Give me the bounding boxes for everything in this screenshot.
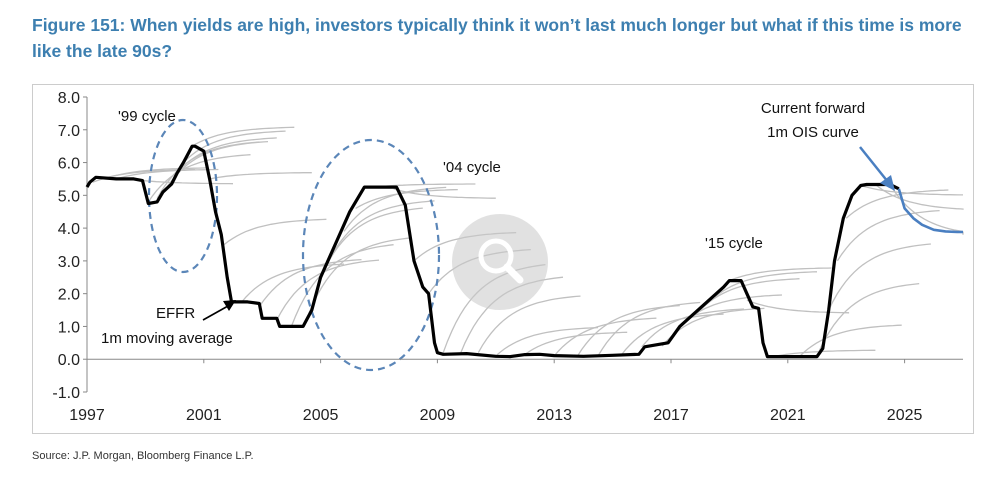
axes-group: -1.0 0.0 1.0 2.0 3.0 4.0 5.0 6.0 7.0 8.0 1997 2001 2… <box>52 90 963 424</box>
ois-arrow <box>859 146 895 191</box>
y-tick-label: 3.0 <box>58 254 80 271</box>
annotations-group: '99 cycle '04 cycle '15 cycle EFFR 1m mo… <box>101 100 895 347</box>
forward-curve <box>889 184 964 235</box>
y-tick-label: 5.0 <box>58 188 80 205</box>
magnifier-icon <box>478 238 524 284</box>
forward-curve <box>773 349 876 358</box>
forward-curve <box>828 243 931 311</box>
y-tick-label: 6.0 <box>58 156 80 173</box>
forward-curve <box>860 184 963 196</box>
x-tick-label: 2025 <box>887 407 923 424</box>
figure-title: Figure 151: When yields are high, invest… <box>32 15 962 61</box>
forward-curve <box>130 178 234 185</box>
forward-curve <box>836 209 940 262</box>
forward-curve <box>816 282 920 357</box>
x-tick-label: 2005 <box>303 407 339 424</box>
ois-forward-series-line <box>897 188 963 234</box>
forward-curve <box>209 172 312 180</box>
y-tick-label: 8.0 <box>58 90 80 107</box>
x-tick-label: 1997 <box>69 407 105 424</box>
forward-curve <box>165 140 269 190</box>
x-tick-label: 2001 <box>186 407 222 424</box>
forward-curve <box>696 278 800 314</box>
forward-curve <box>577 304 680 357</box>
forward-curve <box>799 324 902 358</box>
annotation-ois-line1: Current forward <box>761 100 865 117</box>
ellipse-cycle-04 <box>301 138 441 372</box>
forward-curve <box>174 137 277 177</box>
y-tick-label: 7.0 <box>58 123 80 140</box>
forward-curve <box>308 237 412 314</box>
forward-curve <box>875 183 964 210</box>
annotation-effr-line2: 1m moving average <box>101 330 233 347</box>
forward-curve <box>104 167 207 180</box>
forward-curves-group <box>92 126 964 358</box>
main-series-group <box>85 144 963 359</box>
forward-curve <box>495 326 599 357</box>
forward-curve <box>331 200 435 255</box>
x-tick-label: 2009 <box>420 407 456 424</box>
forward-curve <box>223 218 327 246</box>
chart-frame <box>32 84 974 434</box>
y-tick-label: -1.0 <box>52 385 80 402</box>
forward-curve <box>147 154 251 203</box>
forward-curve <box>290 244 394 327</box>
zoom-overlay[interactable] <box>452 214 548 310</box>
annotation-cycle-99: '99 cycle <box>118 108 176 125</box>
annotation-cycle-04: '04 cycle <box>443 159 501 176</box>
annotation-ois-line2: 1m OIS curve <box>767 124 859 141</box>
forward-curve <box>661 307 765 347</box>
x-tick-label: 2017 <box>653 407 689 424</box>
ellipse-cycle-99 <box>147 118 219 274</box>
forward-curve <box>714 271 818 298</box>
y-tick-label: 1.0 <box>58 319 80 336</box>
forward-curve <box>116 168 219 180</box>
forward-curve <box>620 313 724 356</box>
y-tick-label: 0.0 <box>58 352 80 369</box>
annotation-effr-line1: EFFR <box>156 305 195 322</box>
cycle-ellipses <box>147 118 441 372</box>
source-note: Source: J.P. Morgan, Bloomberg Finance L… <box>32 450 254 462</box>
y-tick-label: 2.0 <box>58 287 80 304</box>
annotation-cycle-15: '15 cycle <box>705 235 763 252</box>
forward-curve <box>393 188 496 199</box>
forward-curve <box>729 267 832 282</box>
x-tick-label: 2021 <box>770 407 806 424</box>
x-tick-label: 2013 <box>536 407 572 424</box>
line-chart: -1.0 0.0 1.0 2.0 3.0 4.0 5.0 6.0 7.0 8.0 1997 2001 2… <box>52 90 964 424</box>
forward-curve <box>191 126 295 147</box>
forward-curve <box>746 299 850 314</box>
forward-curve <box>553 317 657 357</box>
effr-series-line <box>85 144 900 359</box>
forward-curve <box>477 295 581 354</box>
forward-curve <box>597 301 701 357</box>
forward-curve <box>276 259 380 321</box>
effr-arrow <box>202 300 236 321</box>
y-tick-label: 4.0 <box>58 221 80 238</box>
